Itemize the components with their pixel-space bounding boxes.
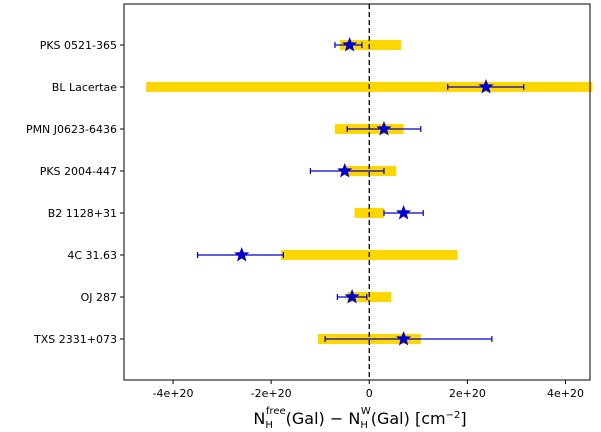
x-axis-label: NHfree(Gal) − NHW(Gal) [cm−2]: [253, 406, 466, 431]
star-marker-7: [344, 289, 360, 304]
x-tick-label-3: 0: [366, 387, 373, 400]
xlabel-sub-1: H: [265, 420, 273, 431]
y-tick-label-8: TXS 2331+073: [33, 333, 117, 346]
y-tick-label-5: B2 1128+31: [48, 207, 117, 220]
star-marker-3: [376, 121, 392, 136]
y-tick-label-7: OJ 287: [81, 291, 117, 304]
y-tick-label-3: PMN J0623-6436: [26, 123, 117, 136]
plot-frame: [123, 3, 591, 381]
x-tick-label-2: -2e+20: [251, 387, 292, 400]
xlabel-sup-2: W: [361, 406, 371, 417]
y-tick-label-6: 4C 31.63: [67, 249, 117, 262]
band-1: [339, 40, 402, 50]
marker-layer: [234, 37, 494, 346]
x-axis: -4e+20 -2e+20 0 2e+20 4e+20: [153, 380, 584, 400]
y-tick-label-4: PKS 2004-447: [40, 165, 117, 178]
xlabel-sub-2: H: [360, 420, 368, 431]
star-marker-1: [342, 37, 358, 52]
star-marker-2: [478, 79, 494, 94]
x-tick-label-5: 4e+20: [547, 387, 584, 400]
band-7: [347, 292, 392, 302]
x-tick-label-4: 2e+20: [449, 387, 486, 400]
star-marker-8: [395, 331, 412, 346]
x-tick-label-1: -4e+20: [153, 387, 194, 400]
xlabel-sup-1: free: [266, 406, 286, 417]
y-tick-label-1: PKS 0521-365: [40, 39, 117, 52]
y-axis: PKS 0521-365 BL Lacertae PMN J0623-6436 PKS…: [26, 39, 124, 346]
xlabel-exp: −2: [446, 410, 461, 421]
star-marker-5: [395, 205, 412, 220]
star-marker-6: [234, 247, 250, 262]
star-marker-4: [337, 163, 353, 178]
y-tick-label-2: BL Lacertae: [52, 81, 117, 94]
